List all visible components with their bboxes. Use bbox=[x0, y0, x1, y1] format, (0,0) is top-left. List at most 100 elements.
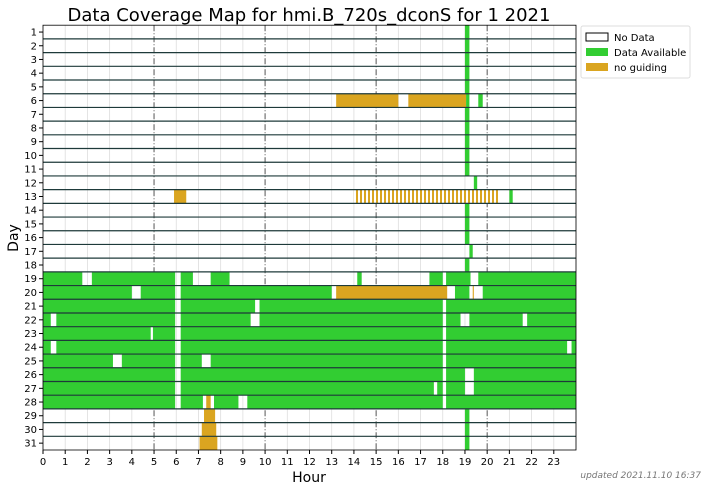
data-available-segment bbox=[527, 312, 576, 327]
no-guiding-segment bbox=[336, 93, 399, 108]
data-available-segment bbox=[464, 66, 470, 81]
data-available-segment bbox=[464, 258, 470, 272]
data-available-segment bbox=[43, 271, 83, 286]
y-tick-label: 31 bbox=[24, 439, 37, 450]
y-tick-label: 21 bbox=[24, 302, 37, 313]
data-available-segment bbox=[464, 203, 470, 218]
x-tick-label: 6 bbox=[173, 457, 179, 468]
data-available-segment bbox=[464, 134, 470, 149]
legend-swatch-no-guiding bbox=[586, 63, 608, 71]
data-available-segment bbox=[464, 80, 470, 94]
x-tick-label: 3 bbox=[106, 457, 112, 468]
data-available-segment bbox=[43, 285, 132, 300]
data-available-segment bbox=[259, 299, 443, 313]
data-available-segment bbox=[464, 107, 470, 122]
data-available-segment bbox=[180, 395, 203, 409]
y-tick-label: 5 bbox=[31, 82, 37, 93]
data-available-segment bbox=[464, 436, 470, 450]
y-tick-label: 20 bbox=[24, 288, 37, 299]
data-available-segment bbox=[210, 271, 230, 286]
data-available-segment bbox=[43, 340, 51, 355]
data-available-segment bbox=[478, 93, 483, 108]
y-tick-label: 1 bbox=[31, 28, 37, 39]
y-tick-label: 30 bbox=[24, 425, 37, 436]
data-available-segment bbox=[446, 367, 465, 382]
data-available-segment bbox=[121, 354, 176, 368]
y-tick-label: 4 bbox=[31, 69, 37, 80]
data-available-segment bbox=[259, 312, 443, 327]
data-available-segment bbox=[482, 285, 576, 300]
data-available-segment bbox=[437, 381, 443, 396]
x-tick-label: 18 bbox=[436, 457, 449, 468]
data-available-segment bbox=[43, 354, 113, 368]
x-tick-label: 16 bbox=[392, 457, 405, 468]
y-tick-label: 25 bbox=[24, 356, 37, 367]
x-tick-label: 12 bbox=[303, 457, 316, 468]
y-tick-label: 12 bbox=[24, 178, 37, 189]
data-available-segment bbox=[180, 299, 256, 313]
data-available-segment bbox=[56, 312, 176, 327]
y-tick-label: 10 bbox=[24, 151, 37, 162]
data-available-segment bbox=[464, 162, 470, 176]
x-tick-label: 8 bbox=[217, 457, 223, 468]
no-guiding-segment bbox=[408, 93, 467, 108]
y-tick-label: 29 bbox=[24, 411, 37, 422]
x-tick-label: 10 bbox=[259, 457, 272, 468]
data-available-segment bbox=[464, 121, 470, 135]
y-tick-label: 7 bbox=[31, 110, 37, 121]
data-available-segment bbox=[446, 354, 576, 368]
legend: No Data Data Available no guiding bbox=[580, 25, 691, 79]
data-available-segment bbox=[473, 367, 576, 382]
no-guiding-segment bbox=[472, 285, 474, 300]
y-tick-label: 19 bbox=[24, 274, 37, 285]
y-tick-label: 13 bbox=[24, 192, 37, 203]
y-tick-label: 22 bbox=[24, 315, 37, 326]
no-guiding-segment bbox=[199, 436, 218, 450]
x-tick-label: 14 bbox=[348, 457, 361, 468]
data-available-segment bbox=[469, 244, 473, 259]
data-available-segment bbox=[140, 285, 176, 300]
data-available-segment bbox=[473, 175, 478, 190]
data-available-segment bbox=[214, 395, 239, 409]
data-available-segment bbox=[464, 52, 470, 67]
data-available-segment bbox=[43, 381, 176, 396]
y-tick-label: 9 bbox=[31, 137, 37, 148]
data-available-segment bbox=[446, 312, 461, 327]
x-axis-label: Hour bbox=[292, 470, 326, 486]
x-tick-label: 2 bbox=[84, 457, 90, 468]
no-guiding-segment bbox=[206, 395, 211, 409]
data-available-segment bbox=[446, 340, 568, 355]
x-tick-label: 22 bbox=[525, 457, 538, 468]
data-available-segment bbox=[43, 299, 176, 313]
no-guiding-segment bbox=[201, 422, 217, 437]
y-tick-label: 14 bbox=[24, 206, 37, 217]
data-available-segment bbox=[43, 312, 51, 327]
data-available-segment bbox=[180, 367, 443, 382]
data-available-segment bbox=[464, 408, 470, 423]
no-guiding-segment bbox=[174, 189, 187, 204]
y-tick-label: 18 bbox=[24, 261, 37, 272]
data-available-segment bbox=[454, 285, 470, 300]
x-tick-label: 17 bbox=[414, 457, 427, 468]
x-tick-label: 4 bbox=[129, 457, 135, 468]
data-available-segment bbox=[446, 395, 576, 409]
data-available-segment bbox=[464, 38, 470, 53]
data-available-segment bbox=[429, 271, 443, 286]
no-guiding-segment bbox=[353, 189, 500, 204]
data-available-segment bbox=[478, 271, 576, 286]
legend-label-no-data: No Data bbox=[614, 33, 655, 44]
y-tick-label: 28 bbox=[24, 398, 37, 409]
coverage-bars bbox=[43, 25, 576, 450]
row-lines bbox=[42, 24, 577, 451]
y-tick-label: 24 bbox=[24, 343, 37, 354]
x-tick-label: 9 bbox=[240, 457, 246, 468]
x-tick-label: 11 bbox=[281, 457, 294, 468]
x-tick-label: 23 bbox=[547, 457, 560, 468]
y-tick-label: 3 bbox=[31, 55, 37, 66]
data-available-segment bbox=[210, 354, 443, 368]
data-available-segment bbox=[466, 93, 470, 108]
data-available-segment bbox=[509, 189, 513, 204]
data-available-segment bbox=[464, 25, 470, 39]
x-tick-label: 19 bbox=[459, 457, 472, 468]
y-tick-label: 16 bbox=[24, 233, 37, 244]
